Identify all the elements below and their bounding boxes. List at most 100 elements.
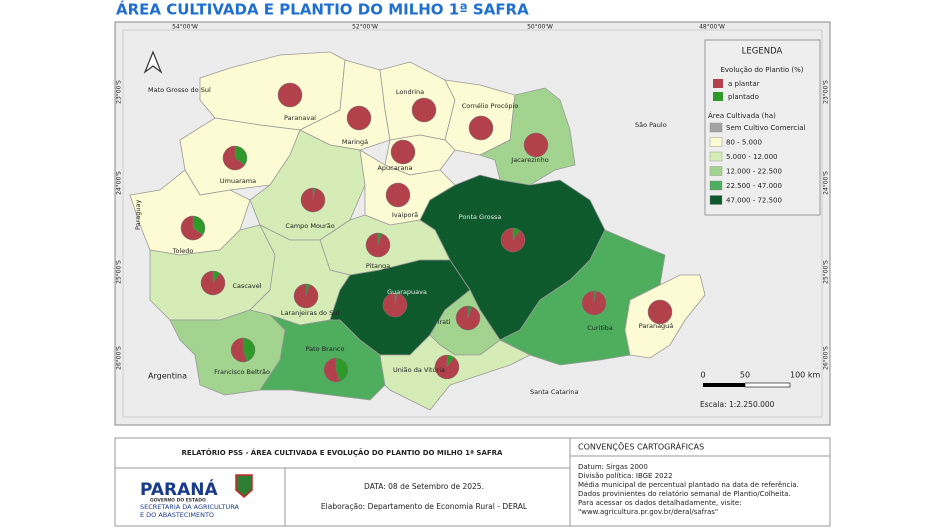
- pie-slice: [222, 145, 246, 171]
- logo-text: PARANÁ: [140, 478, 219, 500]
- latitude-label: 25°00'S: [823, 260, 830, 284]
- pie-slice: [346, 105, 372, 131]
- latitude-label: 24°00'S: [116, 171, 123, 195]
- pie-slice: [293, 283, 319, 309]
- region-label: Londrina: [396, 88, 424, 96]
- legend-label: 22.500 - 47.000: [726, 182, 782, 190]
- longitude-label: 54°00'W: [172, 24, 198, 31]
- pie-slice: [200, 270, 226, 296]
- map-inner-frame: [122, 29, 823, 418]
- latitude-label: 24°00'S: [823, 171, 830, 195]
- pie-slice: [242, 337, 256, 362]
- scale-bar: [703, 383, 745, 387]
- legend-swatch: [709, 151, 723, 162]
- neighbor-label: Mato Grosso do Sul: [148, 86, 211, 94]
- legend-label: 12.000 - 22.500: [726, 168, 782, 176]
- pie-slice: [323, 357, 341, 383]
- legend-swatch: [709, 122, 723, 133]
- legend-subtitle: Evolução do Plantio (%): [720, 66, 803, 74]
- legend-label: 47.000 - 72.500: [726, 197, 782, 205]
- scale-label: 50: [740, 371, 750, 380]
- pie-slice: [411, 97, 437, 123]
- pie-slice: [192, 215, 206, 236]
- latitude-label: 23°00'S: [823, 80, 830, 104]
- pie-slice: [455, 305, 481, 331]
- legend-label: a plantar: [728, 80, 760, 88]
- legend-swatch: [709, 180, 723, 191]
- pie-slice: [180, 215, 204, 241]
- region: [129, 169, 251, 256]
- latitude-label: 26°00'S: [823, 346, 830, 370]
- region-label: Irati: [438, 318, 451, 326]
- latitude-label: 26°00'S: [116, 346, 123, 370]
- legend-swatch: [709, 166, 723, 176]
- pie-slice: [500, 227, 526, 253]
- pie-slice: [365, 232, 391, 258]
- legend-subtitle: Área Cultivada (ha): [708, 111, 776, 120]
- report-title: RELATÓRIO PSS - ÁREA CULTIVADA E EVOLUÇÃ…: [182, 448, 504, 457]
- region-label: Ponta Grossa: [459, 213, 502, 221]
- region-label: Francisco Beltrão: [214, 368, 270, 376]
- conventions-line: Dados provinientes do relatório semanal …: [578, 490, 791, 498]
- legend-swatch: [709, 137, 723, 147]
- legend-swatch: [713, 79, 723, 88]
- conventions-title: CONVENÇÕES CARTOGRÁFICAS: [578, 441, 704, 452]
- scale-label: 0: [700, 371, 705, 380]
- region-label: Paranavaí: [284, 114, 316, 122]
- pie-slice: [335, 357, 349, 382]
- logo-text: SECRETARIA DA AGRICULTURA: [140, 503, 239, 511]
- pie-slice: [468, 115, 494, 141]
- conventions-line: Para acessar os dados detalhadamente, vi…: [578, 499, 742, 507]
- latitude-label: 25°00'S: [116, 260, 123, 284]
- region-label: União da Vitória: [393, 366, 445, 374]
- longitude-label: 50°00'W: [527, 24, 553, 31]
- scale-label: 100 km: [790, 371, 820, 380]
- north-arrow: [143, 50, 163, 74]
- conventions-line: Divisão política: IBGE 2022: [578, 472, 673, 480]
- pie-slice: [523, 132, 549, 158]
- pie-slice: [647, 299, 673, 325]
- region-label: Curitiba: [587, 324, 613, 332]
- pie-slice: [234, 145, 248, 166]
- legend-label: plantado: [728, 93, 759, 101]
- longitude-label: 48°00'W: [699, 24, 725, 31]
- legend-box: [704, 39, 821, 216]
- page-title: ÁREA CULTIVADA E PLANTIO DO MILHO 1ª SAF…: [116, 0, 529, 19]
- region-label: Jacarezinho: [510, 156, 548, 164]
- neighbor-label: Paraguay: [134, 200, 142, 230]
- region-label: Ivaiporã: [392, 211, 418, 219]
- legend-title: LEGENDA: [742, 47, 783, 57]
- conventions-line: Média municipal de percentual plantado n…: [578, 481, 799, 489]
- legend-swatch: [713, 92, 723, 101]
- region-label: Paranaguá: [639, 322, 674, 330]
- conventions-line: Datum: Sirgas 2000: [578, 463, 648, 471]
- logo-text: E DO ABASTECIMENTO: [140, 511, 214, 519]
- pie-slice: [382, 292, 408, 318]
- neighbor-label: São Paulo: [635, 121, 667, 129]
- latitude-label: 23°00'S: [116, 80, 123, 104]
- footer: [114, 437, 831, 527]
- region-label: Pato Branco: [306, 345, 345, 353]
- pie-slice: [390, 139, 416, 165]
- pie-slice: [230, 337, 248, 363]
- region-label: Cornélio Procópio: [462, 102, 519, 110]
- pie-slice: [277, 82, 303, 108]
- region-label: Maringá: [342, 138, 368, 146]
- region-label: Umuarama: [220, 177, 256, 185]
- region-label: Laranjeiras do Sul: [281, 309, 340, 317]
- pie-slice: [434, 354, 460, 380]
- legend-swatch: [709, 195, 723, 205]
- logo-text: GOVERNO DO ESTADO: [150, 498, 206, 504]
- region-label: Toledo: [172, 247, 194, 255]
- neighbor-label: Santa Catarina: [530, 388, 578, 396]
- neighbor-label: Argentina: [148, 372, 187, 381]
- scale-bar: [744, 382, 791, 388]
- report-date: DATA: 08 de Setembro de 2025.: [364, 482, 484, 491]
- region-label: Apucarana: [377, 164, 412, 172]
- pie-slice: [300, 187, 326, 213]
- scale-text: Escala: 1:2.250.000: [700, 400, 775, 409]
- region-label: Cascavel: [232, 282, 261, 290]
- report-author: Elaboração: Departamento de Economia Rur…: [321, 502, 528, 511]
